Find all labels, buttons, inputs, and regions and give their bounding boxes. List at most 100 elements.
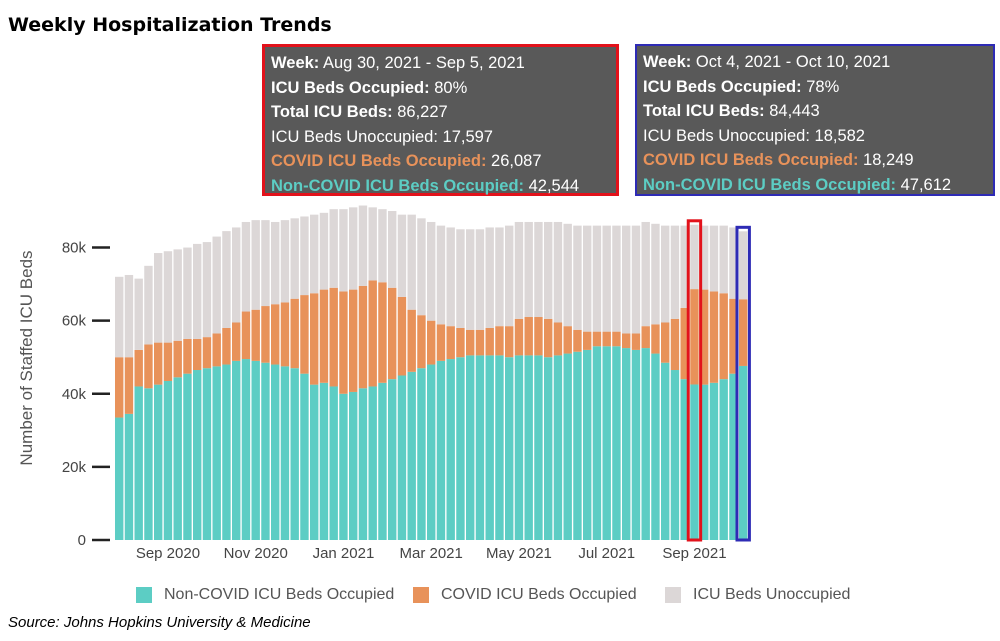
bar-segment-unoccupied[interactable] xyxy=(631,225,641,334)
bar-segment-unoccupied[interactable] xyxy=(388,211,397,288)
bar-segment-unoccupied[interactable] xyxy=(553,221,563,323)
legend-item-unoccupied[interactable]: ICU Beds Unoccupied xyxy=(665,586,850,604)
bar-segment-non-covid[interactable] xyxy=(115,417,124,540)
bar-segment-unoccupied[interactable] xyxy=(290,218,299,299)
bar-segment-non-covid[interactable] xyxy=(232,360,241,540)
bar-segment-covid[interactable] xyxy=(592,331,602,347)
bar-segment-unoccupied[interactable] xyxy=(378,209,387,283)
bar-segment-non-covid[interactable] xyxy=(563,353,572,540)
bar-segment-unoccupied[interactable] xyxy=(134,278,143,350)
bar-segment-unoccupied[interactable] xyxy=(417,218,426,316)
bar-segment-unoccupied[interactable] xyxy=(534,221,543,318)
bar-segment-unoccupied[interactable] xyxy=(690,224,699,290)
bar-segment-unoccupied[interactable] xyxy=(154,253,163,343)
bar-segment-unoccupied[interactable] xyxy=(573,225,582,330)
bar-segment-covid[interactable] xyxy=(524,317,533,356)
bar-segment-unoccupied[interactable] xyxy=(641,221,650,327)
bar-segment-covid[interactable] xyxy=(407,309,416,372)
bar-segment-non-covid[interactable] xyxy=(163,380,173,540)
bar-segment-covid[interactable] xyxy=(144,344,153,389)
bar-segment-covid[interactable] xyxy=(729,298,738,374)
bar-segment-covid[interactable] xyxy=(280,302,290,367)
bar-segment-covid[interactable] xyxy=(553,322,563,356)
bar-segment-unoccupied[interactable] xyxy=(485,227,494,328)
bar-segment-covid[interactable] xyxy=(193,338,202,371)
bar-segment-non-covid[interactable] xyxy=(310,384,319,540)
bar-segment-covid[interactable] xyxy=(651,324,660,354)
bar-segment-covid[interactable] xyxy=(641,326,650,349)
bar-segment-non-covid[interactable] xyxy=(680,379,689,540)
bar-segment-unoccupied[interactable] xyxy=(319,212,329,290)
bar-segment-covid[interactable] xyxy=(661,322,670,363)
bar-segment-non-covid[interactable] xyxy=(661,362,670,540)
bar-segment-non-covid[interactable] xyxy=(222,364,231,540)
bar-segment-covid[interactable] xyxy=(358,285,368,389)
bar-segment-non-covid[interactable] xyxy=(690,384,699,540)
bar-segment-unoccupied[interactable] xyxy=(222,231,231,328)
bar-segment-non-covid[interactable] xyxy=(544,357,553,540)
bar-segment-non-covid[interactable] xyxy=(495,355,504,540)
bar-segment-non-covid[interactable] xyxy=(475,355,485,540)
bar-segment-non-covid[interactable] xyxy=(358,388,368,540)
bar-segment-unoccupied[interactable] xyxy=(661,225,670,323)
bar-segment-non-covid[interactable] xyxy=(329,386,338,540)
bar-segment-unoccupied[interactable] xyxy=(495,227,504,327)
bar-segment-unoccupied[interactable] xyxy=(475,229,485,330)
bar-segment-covid[interactable] xyxy=(329,287,338,387)
bar-segment-non-covid[interactable] xyxy=(641,348,650,540)
bar-segment-covid[interactable] xyxy=(212,333,221,367)
bar-segment-non-covid[interactable] xyxy=(719,379,728,540)
bar-segment-non-covid[interactable] xyxy=(388,379,397,540)
bar-segment-unoccupied[interactable] xyxy=(241,221,251,312)
bar-segment-covid[interactable] xyxy=(456,327,465,358)
bar-segment-unoccupied[interactable] xyxy=(427,221,436,321)
bar-segment-covid[interactable] xyxy=(124,357,134,414)
bar-segment-covid[interactable] xyxy=(583,331,592,350)
bar-segment-non-covid[interactable] xyxy=(339,393,348,540)
legend-item-non-covid[interactable]: Non-COVID ICU Beds Occupied xyxy=(136,586,394,604)
bar-segment-unoccupied[interactable] xyxy=(514,221,524,319)
bar-segment-covid[interactable] xyxy=(709,291,719,383)
bar-segment-non-covid[interactable] xyxy=(397,375,407,541)
bar-segment-covid[interactable] xyxy=(602,331,611,347)
bar-segment-unoccupied[interactable] xyxy=(173,249,182,341)
bar-segment-non-covid[interactable] xyxy=(173,377,182,540)
bar-segment-covid[interactable] xyxy=(514,318,524,356)
bar-segment-covid[interactable] xyxy=(631,333,641,350)
bar-segment-unoccupied[interactable] xyxy=(232,227,241,323)
bar-segment-unoccupied[interactable] xyxy=(466,229,475,330)
bar-segment-covid[interactable] xyxy=(134,349,143,387)
bar-segment-unoccupied[interactable] xyxy=(524,221,533,318)
bar-segment-unoccupied[interactable] xyxy=(339,209,348,292)
bar-segment-non-covid[interactable] xyxy=(124,413,134,540)
bar-segment-non-covid[interactable] xyxy=(651,353,660,540)
bar-segment-covid[interactable] xyxy=(573,329,582,352)
bar-segment-unoccupied[interactable] xyxy=(280,220,290,303)
bar-segment-non-covid[interactable] xyxy=(290,368,299,540)
bar-segment-covid[interactable] xyxy=(436,324,446,361)
bar-segment-non-covid[interactable] xyxy=(319,382,329,540)
bar-segment-non-covid[interactable] xyxy=(417,368,426,540)
bar-segment-unoccupied[interactable] xyxy=(193,243,202,339)
bar-segment-unoccupied[interactable] xyxy=(261,220,270,307)
bar-segment-non-covid[interactable] xyxy=(670,370,680,540)
bar-segment-covid[interactable] xyxy=(670,318,680,371)
bar-segment-unoccupied[interactable] xyxy=(163,251,173,343)
bar-segment-unoccupied[interactable] xyxy=(680,225,689,308)
bar-segment-non-covid[interactable] xyxy=(729,373,738,540)
bar-segment-non-covid[interactable] xyxy=(212,366,221,540)
bar-segment-unoccupied[interactable] xyxy=(407,214,416,310)
bar-segment-non-covid[interactable] xyxy=(436,360,446,540)
bar-segment-covid[interactable] xyxy=(388,287,397,380)
bar-segment-non-covid[interactable] xyxy=(739,365,748,540)
legend-item-covid[interactable]: COVID ICU Beds Occupied xyxy=(413,586,637,604)
bar-segment-unoccupied[interactable] xyxy=(612,225,621,332)
bar-segment-covid[interactable] xyxy=(300,295,309,374)
bar-segment-unoccupied[interactable] xyxy=(358,205,368,286)
bar-segment-unoccupied[interactable] xyxy=(563,223,572,327)
bar-segment-covid[interactable] xyxy=(485,327,494,356)
bar-segment-covid[interactable] xyxy=(163,342,173,381)
bar-segment-covid[interactable] xyxy=(222,327,231,365)
bar-segment-non-covid[interactable] xyxy=(407,371,416,540)
bar-segment-unoccupied[interactable] xyxy=(310,214,319,294)
